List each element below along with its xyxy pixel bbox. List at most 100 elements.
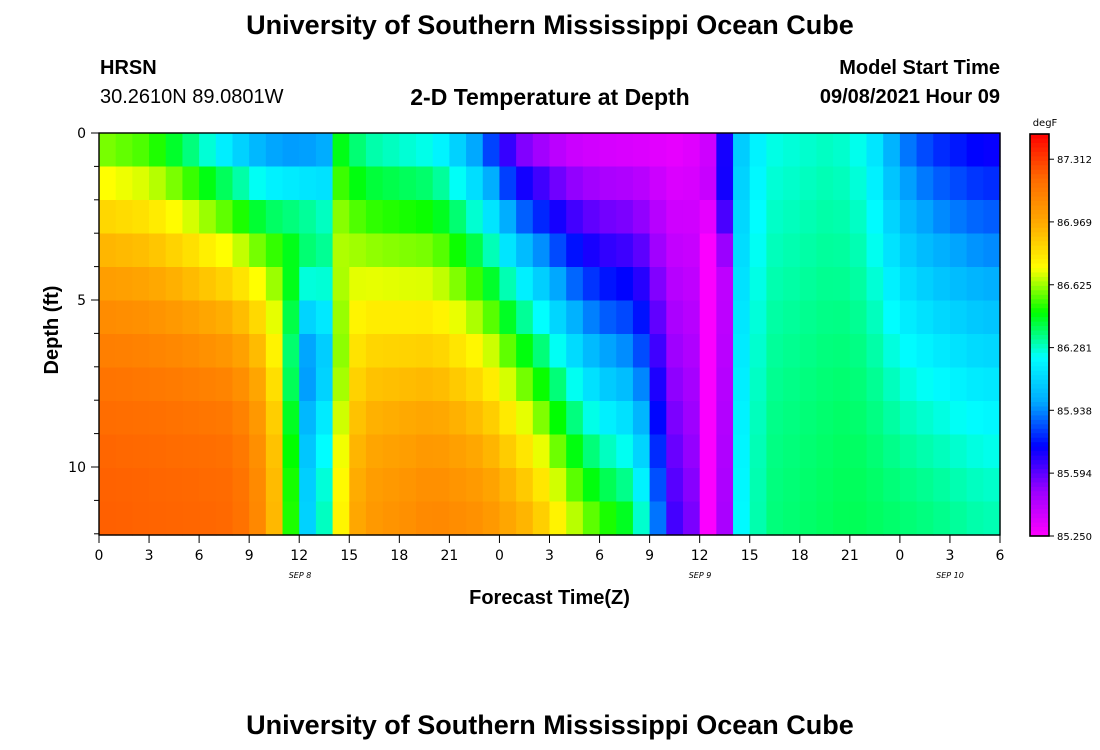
heatmap-cell [933,401,951,436]
colorbar-swatch [1030,303,1049,309]
heatmap-cell [849,166,868,201]
heatmap-cell [849,200,868,235]
heatmap-cell [249,334,267,369]
heatmap-cell [282,200,300,235]
heatmap-cell [115,468,133,503]
heatmap-cell [949,267,968,302]
heatmap-cell [332,367,350,402]
heatmap-cell [682,200,701,235]
heatmap-cell [899,367,918,402]
heatmap-cell [165,401,184,436]
heatmap-cell [783,166,801,201]
date-label: SEP 10 [936,571,964,580]
colorbar-swatch [1030,339,1049,345]
heatmap-cell [616,434,634,469]
colorbar-swatch [1030,433,1049,439]
heatmap-cell [883,501,901,536]
heatmap-cell [966,267,984,302]
heatmap-cell [399,166,417,201]
heatmap-cell [265,300,284,335]
heatmap-cell [499,200,517,235]
heatmap-cell [699,334,717,369]
heatmap-cell [899,133,918,168]
colorbar-swatch [1030,504,1049,510]
heatmap-cell [449,334,467,369]
heatmap-cell [682,300,701,335]
colorbar-swatch [1030,227,1049,233]
heatmap-cell [332,300,350,335]
heatmap-cell [132,133,150,168]
heatmap-cell [332,233,350,268]
colorbar-swatch [1030,357,1049,363]
heatmap-cell [449,434,467,469]
heatmap-cell [232,166,250,201]
heatmap-cell [899,501,918,536]
heatmap-cell [416,468,434,503]
colorbar-swatch [1030,201,1049,207]
heatmap-cell [382,434,400,469]
colorbar-swatch [1030,531,1049,537]
heatmap-cell [949,468,968,503]
heatmap-cell [666,166,684,201]
heatmap-cell [432,434,450,469]
heatmap-cell [616,367,634,402]
heatmap-cell [616,468,634,503]
heatmap-cell [616,334,634,369]
heatmap-cell [949,166,968,201]
heatmap-cell [482,166,501,201]
x-tick-label: 3 [545,548,554,564]
heatmap-cell [132,267,150,302]
heatmap-cell [282,468,300,503]
heatmap-cell [616,401,634,436]
heatmap-cell [299,367,317,402]
heatmap-cell [849,300,868,335]
heatmap-cell [866,200,884,235]
heatmap-cell [666,501,684,536]
heatmap-cell [182,233,200,268]
heatmap-cell [582,300,601,335]
heatmap-cell [516,401,534,436]
colorbar-swatch [1030,375,1049,381]
heatmap-cell [132,334,150,369]
heatmap-cell [516,233,534,268]
heatmap-cell [349,300,367,335]
heatmap-cell [416,501,434,536]
heatmap-cell [516,200,534,235]
heatmap-cell [933,434,951,469]
heatmap-cell [766,367,784,402]
heatmap-cell [182,434,200,469]
heatmap-cell [682,468,701,503]
heatmap-cell [733,367,751,402]
heatmap-cell [933,166,951,201]
heatmap-cell [866,334,884,369]
heatmap-cell [365,401,384,436]
heatmap-cell [799,133,818,168]
heatmap-cell [883,401,901,436]
heatmap-cell [599,133,617,168]
colorbar-swatch [1030,263,1049,269]
colorbar-swatch [1030,384,1049,390]
colorbar-swatch [1030,393,1049,399]
heatmap-cell [232,501,250,536]
colorbar-swatch [1030,272,1049,278]
heatmap-cell [199,367,217,402]
heatmap-cell [649,200,667,235]
heatmap-cell [833,133,851,168]
heatmap-cell [199,501,217,536]
heatmap-cell [215,334,234,369]
heatmap-cell [365,133,384,168]
heatmap-cell [432,401,450,436]
colorbar-swatch [1030,495,1049,501]
heatmap-cell [232,200,250,235]
heatmap-cell [816,401,834,436]
colorbar-swatch [1030,464,1049,470]
heatmap-cell [849,434,868,469]
heatmap-cell [783,367,801,402]
heatmap-cell [466,401,484,436]
heatmap-cell [883,267,901,302]
heatmap-cell [699,133,717,168]
heatmap-cell [899,166,918,201]
heatmap-cell [182,468,200,503]
heatmap-cell [199,334,217,369]
